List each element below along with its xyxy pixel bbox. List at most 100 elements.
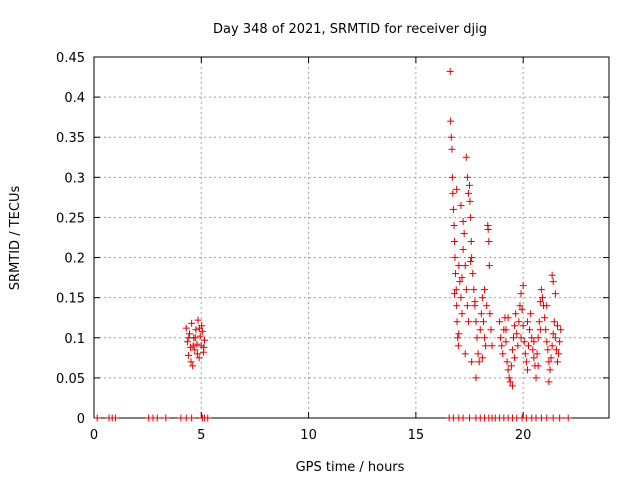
- data-point: [458, 310, 466, 318]
- data-point: [468, 358, 476, 366]
- data-point: [466, 197, 474, 205]
- data-point: [463, 302, 471, 310]
- data-point: [461, 350, 469, 358]
- data-point: [536, 326, 544, 334]
- data-point: [534, 334, 542, 342]
- data-point: [485, 238, 493, 246]
- data-point: [511, 322, 519, 330]
- x-axis-label: GPS time / hours: [296, 460, 405, 475]
- data-point: [544, 346, 552, 354]
- data-point: [454, 334, 462, 342]
- data-point: [551, 334, 559, 342]
- x-tick-label: 5: [197, 428, 205, 443]
- y-tick-label: 0.15: [56, 292, 85, 307]
- data-point: [530, 354, 538, 362]
- data-point: [482, 342, 490, 350]
- plot-frame: [93, 56, 610, 419]
- data-point: [522, 358, 530, 366]
- data-point: [533, 350, 541, 358]
- data-point: [462, 286, 470, 294]
- data-point: [502, 338, 510, 346]
- data-point: [195, 354, 203, 362]
- data-point: [455, 330, 463, 338]
- data-point: [459, 414, 467, 422]
- data-point: [196, 324, 204, 332]
- data-point: [548, 271, 556, 279]
- data-point: [191, 334, 199, 342]
- data-point: [503, 358, 511, 366]
- data-point: [462, 153, 470, 161]
- data-point: [529, 346, 537, 354]
- data-point: [502, 326, 510, 334]
- data-point: [463, 173, 471, 181]
- data-point: [521, 350, 529, 358]
- data-point: [546, 366, 554, 374]
- data-point: [162, 414, 170, 422]
- y-tick-label: 0.1: [64, 332, 85, 347]
- y-tick-label: 0.35: [56, 131, 85, 146]
- data-point: [497, 334, 505, 342]
- data-point: [535, 318, 543, 326]
- data-point: [467, 213, 475, 221]
- data-point: [453, 318, 461, 326]
- data-point: [517, 290, 525, 298]
- data-point: [534, 362, 542, 370]
- y-tick-label: 0.2: [64, 252, 85, 267]
- data-point: [470, 286, 478, 294]
- data-point: [451, 238, 458, 246]
- data-point: [554, 322, 561, 330]
- y-tick-label: 0: [77, 412, 85, 427]
- data-point: [528, 334, 536, 342]
- y-tick-label: 0.3: [64, 171, 85, 186]
- data-point: [200, 343, 208, 351]
- data-point: [479, 318, 487, 326]
- data-point: [523, 366, 531, 374]
- y-tick-label: 0.4: [64, 91, 85, 106]
- data-point: [453, 302, 461, 310]
- data-point: [525, 342, 533, 350]
- data-point: [453, 185, 461, 193]
- data-point: [466, 181, 474, 189]
- data-point: [188, 319, 196, 327]
- data-point: [478, 294, 486, 302]
- data-point: [547, 354, 555, 362]
- data-point: [187, 358, 195, 366]
- data-point: [545, 378, 553, 386]
- data-point: [557, 326, 565, 334]
- data-point: [488, 342, 496, 350]
- data-point: [543, 302, 551, 310]
- data-point: [496, 318, 504, 326]
- data-point: [457, 201, 465, 209]
- data-point: [536, 298, 544, 306]
- data-point: [188, 414, 196, 422]
- data-point: [464, 189, 472, 197]
- data-point: [476, 326, 484, 334]
- data-point: [472, 318, 480, 326]
- data-point: [459, 246, 467, 254]
- data-point: [451, 254, 459, 262]
- axis-ticks: [93, 56, 609, 419]
- data-point: [447, 117, 455, 125]
- data-point: [469, 270, 477, 278]
- data-point: [189, 342, 197, 350]
- x-tick-labels: 0 5 10 15 20: [90, 428, 532, 443]
- data-point: [477, 310, 485, 318]
- data-point: [448, 173, 456, 181]
- data-point: [454, 342, 462, 350]
- data-point: [514, 342, 522, 350]
- data-point: [446, 67, 454, 75]
- y-tick-label: 0.25: [56, 211, 85, 226]
- data-point: [192, 326, 200, 334]
- data-point: [556, 414, 564, 422]
- y-axis-label: SRMTID / TECUs: [8, 186, 23, 291]
- data-point: [467, 238, 475, 246]
- data-point: [484, 225, 492, 233]
- data-point: [512, 310, 520, 318]
- data-point: [554, 358, 561, 366]
- data-point: [448, 145, 456, 153]
- data-point: [549, 278, 557, 286]
- chart-title: Day 348 of 2021, SRMTID for receiver dji…: [213, 22, 487, 37]
- data-point: [193, 340, 201, 348]
- y-tick-labels: 0 0.05 0.1 0.15 0.2 0.25 0.3 0.35 0.4 0.45: [56, 51, 85, 427]
- data-point: [451, 290, 458, 298]
